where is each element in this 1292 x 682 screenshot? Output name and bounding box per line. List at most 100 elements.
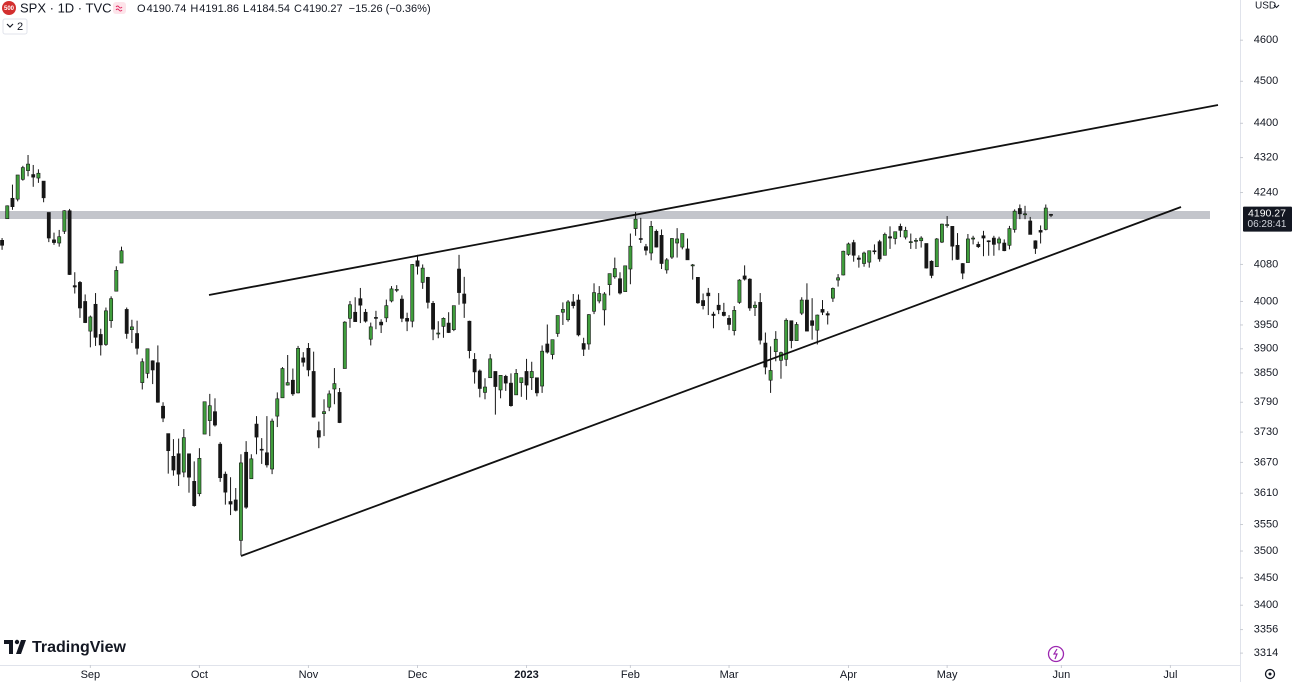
candle-body — [898, 226, 903, 231]
candle-body — [644, 246, 648, 251]
candle-body — [374, 317, 378, 319]
candle-body — [197, 458, 202, 495]
candle-body — [773, 338, 778, 352]
candle-body — [301, 357, 306, 363]
currency[interactable]: USD — [1255, 1, 1276, 12]
candle-body — [358, 298, 363, 306]
candle-body — [971, 237, 976, 240]
candle-body — [592, 292, 596, 312]
candle-body — [109, 298, 114, 322]
x-tick-label: Sep — [81, 669, 101, 681]
ohlc-value: 4191.86 — [199, 3, 239, 15]
candle-body — [488, 358, 493, 379]
candle-body — [171, 455, 176, 471]
ohlc-label: H — [190, 3, 198, 15]
candle-body — [327, 393, 332, 408]
candle-body — [789, 320, 794, 341]
candle-body — [140, 361, 145, 383]
candle-body — [706, 292, 711, 297]
candle-body — [62, 210, 67, 232]
candle-body — [535, 377, 539, 394]
candle-body — [135, 333, 139, 349]
candle-body — [93, 303, 98, 338]
indicators-toggle[interactable] — [2, 18, 28, 35]
candle-body — [259, 448, 264, 451]
candle-body — [986, 240, 991, 243]
candle-body — [695, 277, 700, 304]
candle-body — [903, 230, 908, 238]
settings-icon[interactable] — [1264, 668, 1276, 680]
candle-body — [104, 310, 108, 345]
candle-body — [654, 230, 659, 248]
candle-body — [348, 304, 352, 319]
y-tick-label: 4000 — [1254, 295, 1278, 307]
candle-body — [820, 309, 825, 313]
candle-body — [1033, 240, 1038, 249]
candle-body — [960, 263, 965, 274]
y-tick-label: 4080 — [1254, 258, 1278, 270]
events-icon[interactable] — [1047, 645, 1065, 663]
indicator-glyph — [115, 5, 123, 12]
candle-body — [965, 238, 970, 263]
candle-body — [1002, 242, 1007, 252]
candle-body — [685, 248, 690, 261]
logo-dot — [14, 639, 20, 645]
candle-body — [161, 405, 165, 419]
candle-body — [228, 501, 233, 505]
candle-body — [747, 278, 752, 309]
candle-body — [737, 279, 742, 303]
candle-body — [26, 163, 30, 171]
candle-body — [529, 371, 534, 379]
candle-body — [763, 342, 768, 368]
candle-body — [727, 318, 731, 325]
candle-body — [72, 285, 77, 288]
candle-body — [264, 452, 269, 466]
x-tick-label: Dec — [408, 669, 428, 681]
candle-body — [181, 437, 186, 473]
symbol[interactable]: SPX · 1D · TVC — [20, 0, 112, 15]
candle-body — [607, 273, 612, 285]
candle-body — [83, 301, 88, 323]
candle-body — [1017, 208, 1022, 215]
candle-body — [166, 433, 171, 452]
candle-body — [1007, 228, 1012, 246]
candle-body — [441, 318, 446, 327]
candle-body — [675, 238, 680, 244]
candle-body — [924, 243, 929, 269]
candle-body — [893, 231, 898, 239]
candle-body — [187, 453, 191, 478]
candle-body — [498, 375, 503, 391]
price-tag-countdown: 06:28:41 — [1248, 219, 1287, 230]
currency-chevron — [1273, 4, 1280, 9]
candle-body — [363, 311, 368, 322]
candle-body — [207, 405, 212, 421]
candle-body — [768, 370, 773, 381]
candle-body — [0, 240, 4, 246]
y-tick-label: 3900 — [1254, 343, 1278, 355]
candle-body — [638, 238, 643, 240]
price-tag — [1243, 206, 1292, 232]
candle-body — [353, 311, 358, 322]
candle-body — [1038, 230, 1043, 233]
candle-body — [41, 180, 46, 199]
candle-body — [15, 174, 20, 200]
candle-body — [46, 212, 51, 239]
candle-body — [78, 282, 82, 309]
x-tick-label: May — [937, 669, 958, 681]
candle-body — [545, 343, 550, 353]
candle-body — [477, 370, 482, 389]
candle-body — [612, 268, 617, 278]
y-tick-label: 3730 — [1254, 426, 1278, 438]
candle-body — [872, 250, 877, 253]
x-tick-label: Oct — [191, 669, 208, 681]
candle-body — [1023, 213, 1027, 216]
candle-body — [88, 316, 93, 332]
candle-body — [810, 320, 815, 326]
candle-body — [732, 310, 737, 331]
y-tick-label: 3670 — [1254, 456, 1278, 468]
candle-body — [150, 360, 155, 371]
candle-body — [950, 226, 955, 247]
y-tick-label: 4320 — [1254, 151, 1278, 163]
symbol-badge — [2, 1, 16, 15]
candle-body — [540, 350, 545, 387]
